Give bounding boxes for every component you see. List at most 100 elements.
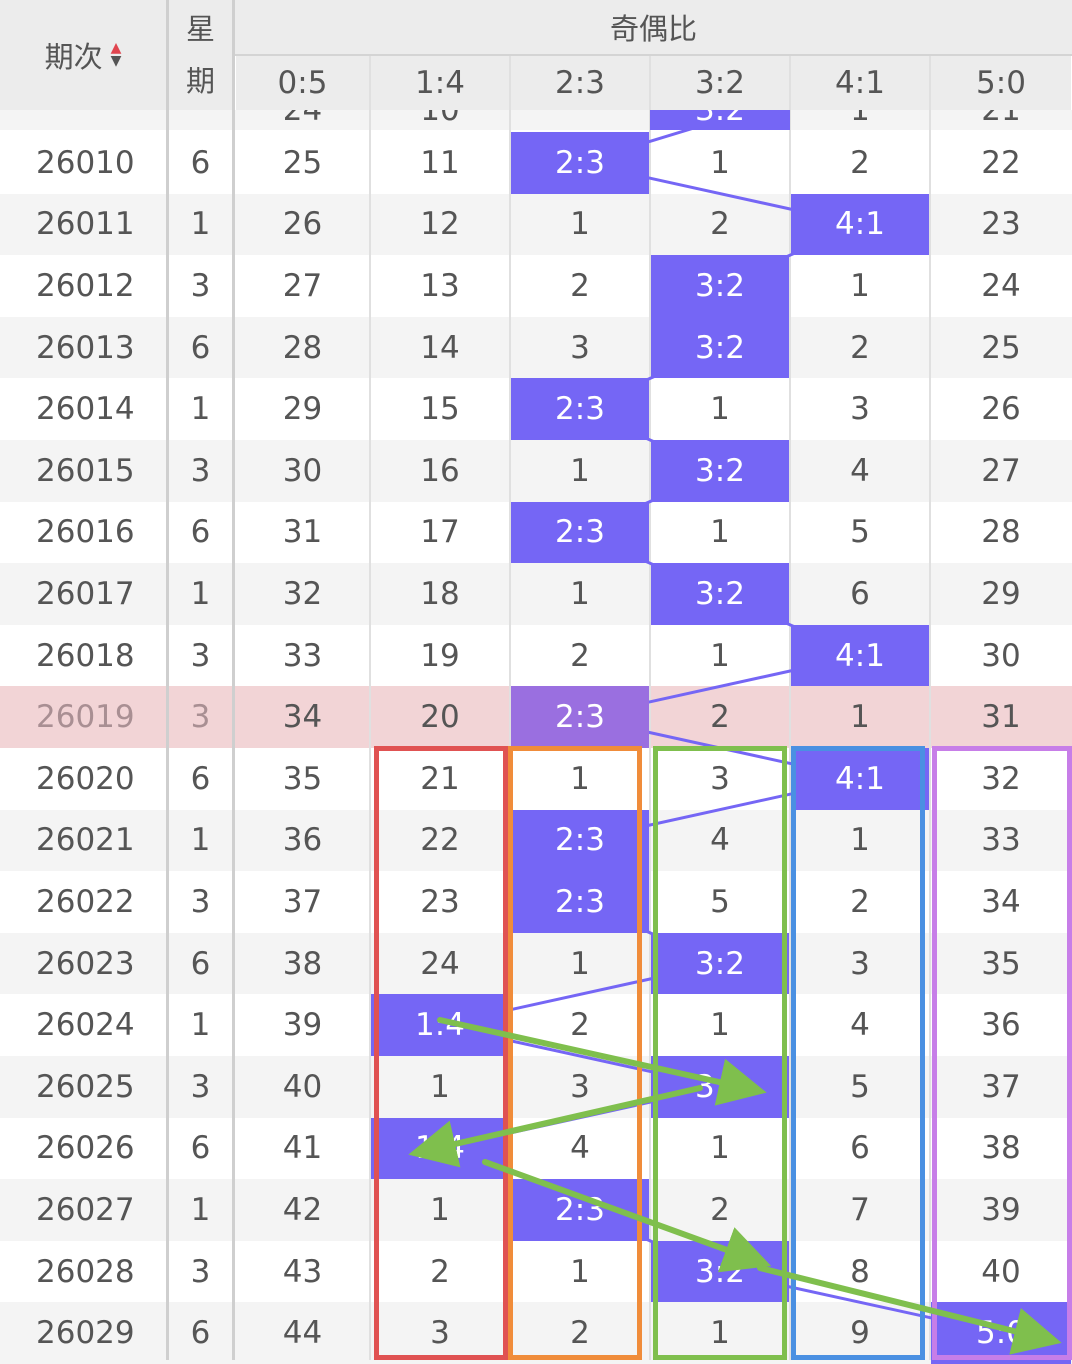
ratio-miss-count: 22 (420, 822, 460, 859)
ratio-miss-count: 5 (710, 883, 730, 920)
ratio-miss-count: 19 (420, 637, 460, 674)
ratio-miss-count: 14 (420, 329, 460, 366)
ratio-miss-count: 33 (981, 822, 1021, 859)
ratio-miss-count: 3 (570, 1068, 590, 1105)
weekday-cell: 3 (190, 452, 211, 489)
ratio-miss-count: 12 (420, 206, 460, 243)
table-row[interactable] (0, 440, 1072, 502)
ratio-miss-count: 2 (710, 1191, 730, 1228)
ratio-miss-count: 3 (430, 1315, 450, 1352)
annotation-arrow (408, 1085, 703, 1168)
ratio-miss-count: 39 (282, 1007, 323, 1044)
partial-row-cell: 21 (930, 110, 1072, 130)
ratio-miss-count: 4 (570, 1130, 590, 1167)
issue-number: 26017 (36, 575, 135, 612)
ratio-miss-count: 23 (981, 206, 1021, 243)
column-divider (509, 56, 511, 1360)
table-row[interactable] (0, 1056, 1072, 1118)
ratio-hit-cell: 3:2 (651, 255, 789, 317)
ratio-miss-count: 16 (420, 452, 460, 489)
ratio-miss-count: 1 (430, 1191, 450, 1228)
ratio-hit-cell: 2:3 (511, 501, 649, 564)
table-row[interactable] (0, 1302, 1072, 1364)
table-row[interactable] (0, 316, 1072, 379)
ratio-miss-count: 37 (981, 1068, 1021, 1105)
issue-number: 26021 (36, 822, 135, 859)
ratio-miss-count: 1 (710, 144, 730, 181)
ratio-miss-count: 24 (420, 945, 460, 982)
ratio-miss-count: 1 (710, 637, 730, 674)
column-header-2-3: 2:3 (511, 56, 649, 110)
issue-number: 26012 (36, 267, 135, 304)
ratio-hit-cell: 3:2 (651, 563, 789, 625)
issue-header[interactable]: 期次 ▲ ▼ (0, 0, 166, 110)
table-row[interactable] (0, 1240, 1072, 1303)
ratio-miss-count: 35 (981, 945, 1021, 982)
ratio-miss-count: 2 (850, 329, 870, 366)
ratio-miss-count: 1 (850, 822, 870, 859)
ratio-miss-count: 11 (420, 144, 460, 181)
ratio-hit-cell: 4:1 (791, 193, 929, 256)
ratio-miss-count: 1 (570, 575, 590, 612)
ratio-miss-count: 1 (850, 267, 870, 304)
odd-even-group-label: 奇偶比 (609, 12, 697, 46)
ratio-miss-count: 29 (282, 391, 323, 428)
ratio-miss-count: 17 (420, 514, 460, 551)
ratio-miss-count: 25 (981, 329, 1021, 366)
ratio-miss-count: 2 (430, 1253, 450, 1290)
ratio-miss-count: 1 (570, 760, 590, 797)
ratio-miss-count: 39 (981, 1191, 1021, 1228)
table-row[interactable] (0, 932, 1072, 995)
weekday-cell: 6 (190, 514, 211, 551)
issue-number: 26013 (36, 329, 135, 366)
ratio-miss-count: 7 (850, 1191, 870, 1228)
ratio-hit-cell: 3:2 (651, 440, 789, 502)
column-header-5-0: 5:0 (931, 56, 1071, 110)
ratio-miss-count: 37 (282, 883, 323, 920)
table-row[interactable] (0, 255, 1072, 317)
ratio-miss-count: 4 (850, 452, 870, 489)
annotation-arrow (437, 1017, 767, 1106)
ratio-miss-count: 35 (282, 760, 323, 797)
ratio-hit-cell: 3:2 (651, 316, 789, 379)
ratio-hit-cell: 1:4 (371, 994, 509, 1056)
ratio-miss-count: 2 (570, 1315, 590, 1352)
ratio-miss-count: 31 (981, 699, 1021, 736)
ratio-miss-count: 1 (570, 206, 590, 243)
ratio-miss-count: 26 (981, 391, 1021, 428)
weekday-cell: 1 (190, 1191, 211, 1228)
sort-icon[interactable]: ▲ ▼ (111, 41, 122, 68)
partial-row-cell (510, 110, 650, 130)
ratio-miss-count: 31 (282, 514, 323, 551)
table-row[interactable] (0, 563, 1072, 625)
partial-row-cell: 10 (370, 110, 510, 130)
weekday-cell: 1 (190, 822, 211, 859)
issue-header-label: 期次 (44, 40, 103, 74)
ratio-miss-count: 30 (282, 452, 323, 489)
issue-number: 26010 (36, 144, 135, 181)
ratio-hit-cell: 2:3 (511, 809, 649, 872)
ratio-miss-count: 3 (850, 391, 870, 428)
partial-row-cell: 3:2 (650, 110, 790, 130)
ratio-hit-cell: 2:3 (511, 871, 649, 933)
weekday-header: 星 期 (169, 0, 232, 110)
weekday-header-bottom: 期 (185, 64, 215, 98)
column-header-3-2: 3:2 (651, 56, 789, 110)
ratio-miss-count: 2 (570, 637, 590, 674)
column-header-1-4: 1:4 (371, 56, 509, 110)
header-divider (235, 53, 1072, 56)
ratio-miss-count: 32 (981, 760, 1021, 797)
annotation-arrow (757, 1265, 1062, 1355)
ratio-miss-count: 26 (282, 206, 323, 243)
ratio-miss-count: 20 (420, 699, 460, 736)
ratio-miss-count: 40 (282, 1068, 323, 1105)
ratio-miss-count: 38 (981, 1130, 1021, 1167)
ratio-miss-count: 36 (282, 822, 323, 859)
issue-number: 26026 (36, 1130, 135, 1167)
ratio-miss-count: 40 (981, 1253, 1021, 1290)
column-divider (369, 56, 371, 1360)
ratio-miss-count: 1 (570, 945, 590, 982)
ratio-miss-count: 22 (981, 144, 1021, 181)
weekday-cell: 6 (190, 144, 211, 181)
ratio-miss-count: 9 (850, 1315, 870, 1352)
